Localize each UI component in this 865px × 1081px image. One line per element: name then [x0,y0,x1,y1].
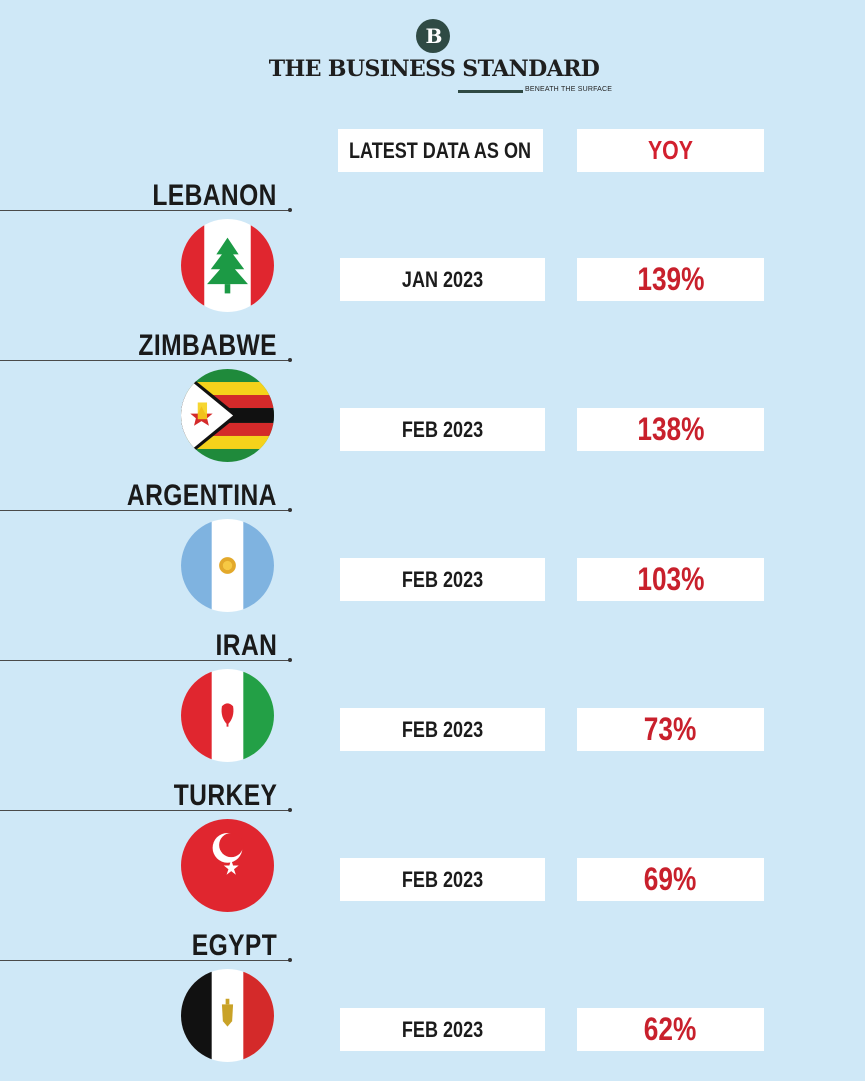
brand-name: THE BUSINESS STANDARD [268,56,600,82]
country-name: ZIMBABWE [138,329,277,362]
lebanon-flag-icon [181,219,274,312]
row-rule-dot [288,358,292,362]
header-date-text: LATEST DATA AS ON [349,137,532,163]
yoy-cell: 62% [577,1008,764,1051]
row-rule [0,210,290,211]
row-rule-dot [288,808,292,812]
yoy-value: 103% [636,561,705,597]
country-name: EGYPT [191,929,277,962]
date-cell: FEB 2023 [340,1008,545,1051]
country-row: IRAN FEB 2023 73% [0,631,865,781]
country-label: EGYPT [173,931,277,961]
header-yoy-text: YOY [647,135,694,165]
country-name: LEBANON [152,179,277,212]
country-row: TURKEY FEB 2023 69% [0,781,865,931]
turkey-flag-icon [181,819,274,912]
zimbabwe-flag-icon [181,369,274,462]
yoy-cell: 69% [577,858,764,901]
yoy-value: 139% [636,261,705,297]
argentina-flag-icon [181,519,274,612]
row-rule [0,510,290,511]
yoy-cell: 138% [577,408,764,451]
row-rule-dot [288,958,292,962]
row-rule-dot [288,508,292,512]
country-label: ARGENTINA [94,481,277,511]
date-value: JAN 2023 [401,266,484,292]
date-cell: FEB 2023 [340,708,545,751]
yoy-value: 69% [644,861,697,897]
country-name: TURKEY [173,779,277,812]
row-rule [0,810,290,811]
country-label: LEBANON [125,181,277,211]
brand-logo-icon: B [416,19,450,53]
brand-tagline: BENEATH THE SURFACE [525,86,613,93]
yoy-cell: 103% [577,558,764,601]
date-cell: FEB 2023 [340,408,545,451]
country-row: LEBANON JAN 2023 139% [0,181,865,331]
row-rule [0,660,290,661]
yoy-value: 138% [636,411,705,447]
country-row: ZIMBABWE FEB 2023 138% [0,331,865,481]
yoy-value: 62% [644,1011,697,1047]
country-name: IRAN [215,629,277,662]
brand-rule [458,90,523,93]
yoy-cell: 139% [577,258,764,301]
country-name: ARGENTINA [127,479,277,512]
date-cell: JAN 2023 [340,258,545,301]
country-row: EGYPT FEB 2023 62% [0,931,865,1081]
date-value: FEB 2023 [401,866,484,892]
iran-flag-icon [181,669,274,762]
date-cell: FEB 2023 [340,858,545,901]
yoy-value: 73% [644,711,697,747]
country-row: ARGENTINA FEB 2023 103% [0,481,865,631]
row-rule-dot [288,658,292,662]
country-label: TURKEY [151,781,277,811]
country-label: ZIMBABWE [108,331,277,361]
date-cell: FEB 2023 [340,558,545,601]
country-label: IRAN [202,631,277,661]
row-rule [0,360,290,361]
header-yoy-label: YOY [577,129,764,172]
row-rule-dot [288,208,292,212]
date-value: FEB 2023 [401,716,484,742]
date-value: FEB 2023 [401,416,484,442]
header-date-label: LATEST DATA AS ON [338,129,543,172]
date-value: FEB 2023 [401,1016,484,1042]
row-rule [0,960,290,961]
date-value: FEB 2023 [401,566,484,592]
egypt-flag-icon [181,969,274,1062]
yoy-cell: 73% [577,708,764,751]
